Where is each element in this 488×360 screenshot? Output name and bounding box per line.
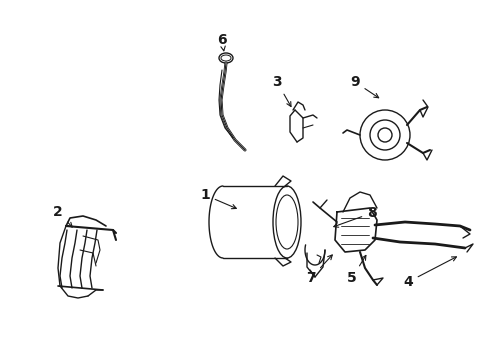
Text: 7: 7 <box>305 255 331 285</box>
Text: 9: 9 <box>349 75 378 98</box>
Text: 6: 6 <box>217 33 226 51</box>
Text: 5: 5 <box>346 256 365 285</box>
Text: 8: 8 <box>333 206 376 227</box>
Text: 2: 2 <box>53 205 72 227</box>
Text: 4: 4 <box>402 257 455 289</box>
Text: 1: 1 <box>200 188 236 209</box>
Text: 3: 3 <box>272 75 290 107</box>
